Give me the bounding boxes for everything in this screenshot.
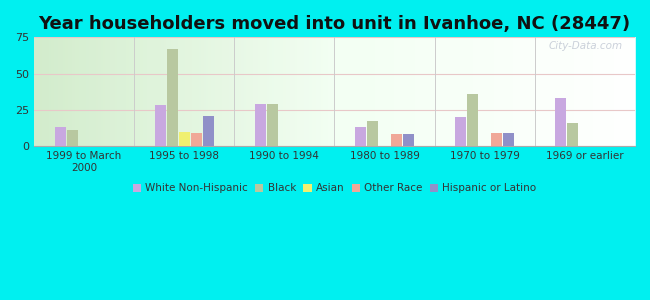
Bar: [491, 133, 502, 146]
Bar: [367, 122, 378, 146]
Bar: [155, 106, 166, 146]
Legend: White Non-Hispanic, Black, Asian, Other Race, Hispanic or Latino: White Non-Hispanic, Black, Asian, Other …: [128, 179, 541, 197]
Bar: [567, 123, 578, 146]
Bar: [166, 49, 177, 146]
Bar: [355, 127, 366, 146]
Text: City-Data.com: City-Data.com: [549, 40, 623, 51]
Bar: [455, 117, 466, 146]
Bar: [203, 116, 214, 146]
Bar: [403, 134, 414, 146]
Title: Year householders moved into unit in Ivanhoe, NC (28447): Year householders moved into unit in Iva…: [38, 15, 630, 33]
Bar: [55, 127, 66, 146]
Bar: [391, 134, 402, 146]
Bar: [467, 94, 478, 146]
Bar: [267, 104, 278, 146]
Bar: [255, 104, 266, 146]
Bar: [555, 98, 566, 146]
Bar: [66, 130, 77, 146]
Bar: [503, 133, 514, 146]
Bar: [179, 132, 190, 146]
Bar: [190, 133, 202, 146]
